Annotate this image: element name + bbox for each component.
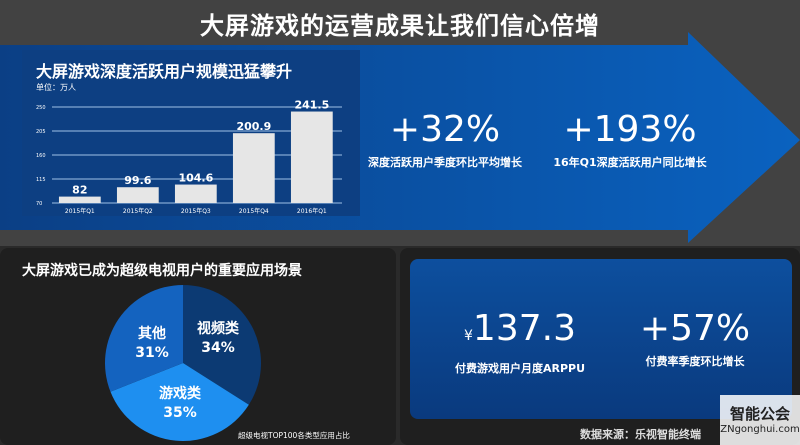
pie-slice [110,363,249,441]
y-tick-label: 160 [36,153,46,159]
pie-label-game: 游戏类 35% [150,385,210,423]
x-tick-label: 2016年Q1 [297,207,327,215]
pie-label-other: 其他 31% [122,325,182,363]
stat-yoy-growth: +193% 16年Q1深度活跃用户同比增长 [540,110,720,170]
stat-value: 137.3 [472,308,576,349]
stat-value: +57% [639,308,751,349]
bar [116,187,159,203]
x-tick-label: 2015年Q3 [181,207,211,215]
y-tick-label: 250 [36,105,46,111]
arppu-box: ¥137.3 付费游戏用户月度ARPPU +57% 付费率季度环比增长 [410,259,792,419]
bar-chart-title: 大屏游戏深度活跃用户规模迅猛攀升 [36,62,293,81]
x-tick-label: 2015年Q4 [239,207,269,215]
stat-label: 深度活跃用户季度环比平均增长 [368,156,522,169]
bar-value-label: 241.5 [294,99,329,112]
stat-label: 付费率季度环比增长 [645,355,745,368]
stat-label: 付费游戏用户月度ARPPU [454,362,586,375]
watermark-url: ZNgonghui.com [720,424,800,435]
y-tick-label: 115 [36,177,46,183]
currency-symbol: ¥ [464,328,473,344]
bar-value-label: 104.6 [178,172,213,185]
slice-name: 其他 [138,326,166,342]
pie-slice [104,285,183,392]
watermark-text: 智能公会 [729,405,790,423]
stat-value: +193% [563,109,697,150]
pie-label-video: 视频类 34% [188,320,248,358]
bar [174,184,217,203]
x-tick-label: 2015年Q1 [65,207,95,215]
pie-slice [183,285,261,405]
bar-chart-panel: 大屏游戏深度活跃用户规模迅猛攀升 单位：万人 70 115 160 205 250 82 2… [22,50,360,216]
pie-chart-title: 大屏游戏已成为超级电视用户的重要应用场景 [22,263,302,279]
slice-name: 游戏类 [159,386,201,402]
stat-label: 16年Q1深度活跃用户同比增长 [553,156,707,169]
watermark-logo: 智能公会 ZNgonghui.com [720,395,800,445]
arppu-panel: ¥137.3 付费游戏用户月度ARPPU +57% 付费率季度环比增长 数据来源… [400,248,800,445]
stat-qoq-growth: +32% 深度活跃用户季度环比平均增长 [360,110,530,170]
pie-chart [104,285,261,441]
bar-chart: 70 115 160 205 250 82 2015年Q1 99.6 2015年Q2 104.6 2… [36,99,342,215]
slice-value: 35% [163,405,197,421]
slice-name: 视频类 [197,321,239,337]
stat-arppu: ¥137.3 付费游戏用户月度ARPPU [440,309,600,376]
stat-value: +32% [389,109,501,150]
stat-pay-rate: +57% 付费率季度环比增长 [620,309,770,369]
header-section: 大屏游戏的运营成果让我们信心倍增 大屏游戏深度活跃用户规模迅猛攀升 单位：万人 … [0,0,800,246]
bar-value-label: 99.6 [124,174,151,187]
x-tick-label: 2015年Q2 [123,207,153,215]
page-title: 大屏游戏的运营成果让我们信心倍增 [200,12,600,40]
bar [290,111,333,203]
data-source: 数据来源：乐视智能终端 [580,428,701,441]
bar [58,196,101,203]
bar [232,133,275,203]
bar-value-label: 82 [72,184,87,197]
slice-value: 34% [201,340,235,356]
y-tick-label: 205 [36,129,46,135]
pie-source-note: 超级电视TOP100各类型应用占比 [238,431,350,440]
bar-chart-unit: 单位：万人 [36,83,76,92]
slice-value: 31% [135,345,169,361]
y-tick-label: 70 [36,201,42,207]
bar-value-label: 200.9 [236,120,271,133]
pie-panel: 大屏游戏已成为超级电视用户的重要应用场景 视频类 34% 游戏类 35% 其他 31%… [0,248,396,445]
